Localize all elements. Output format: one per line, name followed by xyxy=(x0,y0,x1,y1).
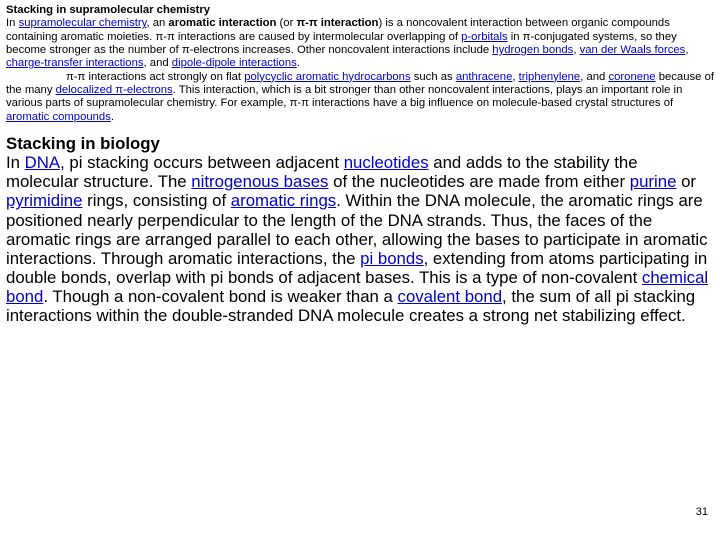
paragraph-supramolecular-2: π-π interactions act strongly on flat po… xyxy=(6,71,714,124)
link-aromatic-compounds[interactable]: aromatic compounds xyxy=(6,111,111,123)
link-purine[interactable]: purine xyxy=(630,172,677,191)
term-aromatic-interaction: aromatic interaction xyxy=(168,17,276,29)
link-covalent-bond[interactable]: covalent bond xyxy=(398,287,503,306)
text: such as xyxy=(411,71,456,83)
link-anthracene[interactable]: anthracene xyxy=(456,71,513,83)
section-biology: Stacking in biology In DNA, pi stacking … xyxy=(6,134,714,325)
text: , and xyxy=(580,71,608,83)
text: . xyxy=(111,111,114,123)
link-hydrogen-bonds[interactable]: hydrogen bonds xyxy=(492,44,573,56)
text: of the nucleotides are made from either xyxy=(328,172,629,191)
text: π-π interactions act strongly on flat xyxy=(66,71,244,83)
link-dipole-dipole[interactable]: dipole-dipole interactions xyxy=(172,57,297,69)
text: , and xyxy=(144,57,172,69)
link-coronene[interactable]: coronene xyxy=(608,71,655,83)
link-p-orbitals[interactable]: p-orbitals xyxy=(461,31,507,43)
text: , an xyxy=(146,17,168,29)
text: In xyxy=(6,153,25,172)
section-supramolecular: Stacking in supramolecular chemistry In … xyxy=(6,4,714,124)
link-pi-bonds[interactable]: pi bonds xyxy=(360,249,423,268)
link-polycyclic-aromatic[interactable]: polycyclic aromatic hydrocarbons xyxy=(244,71,410,83)
link-charge-transfer[interactable]: charge-transfer interactions xyxy=(6,57,144,69)
term-pi-pi-interaction: π-π interaction xyxy=(297,17,379,29)
link-supramolecular-chemistry[interactable]: supramolecular chemistry xyxy=(19,17,147,29)
text: or xyxy=(676,172,696,191)
link-aromatic-rings[interactable]: aromatic rings xyxy=(231,191,336,210)
link-dna[interactable]: DNA xyxy=(25,153,60,172)
link-delocalized-pi[interactable]: delocalized π-electrons xyxy=(56,84,173,96)
link-nucleotides[interactable]: nucleotides xyxy=(344,153,429,172)
text: (or xyxy=(276,17,296,29)
heading-biology: Stacking in biology xyxy=(6,134,714,153)
text: . Though a non-covalent bond is weaker t… xyxy=(43,287,397,306)
link-van-der-waals[interactable]: van der Waals forces xyxy=(580,44,686,56)
text: , xyxy=(685,44,688,56)
link-triphenylene[interactable]: triphenylene xyxy=(519,71,581,83)
text: In xyxy=(6,17,19,29)
heading-supramolecular: Stacking in supramolecular chemistry xyxy=(6,4,714,17)
paragraph-biology: In DNA, pi stacking occurs between adjac… xyxy=(6,153,714,325)
page-number: 31 xyxy=(696,506,708,518)
link-pyrimidine[interactable]: pyrimidine xyxy=(6,191,82,210)
paragraph-supramolecular-1: In supramolecular chemistry, an aromatic… xyxy=(6,17,714,70)
text: rings, consisting of xyxy=(82,191,230,210)
text: . xyxy=(297,57,300,69)
link-nitrogenous-bases[interactable]: nitrogenous bases xyxy=(191,172,328,191)
text: , pi stacking occurs between adjacent xyxy=(60,153,344,172)
